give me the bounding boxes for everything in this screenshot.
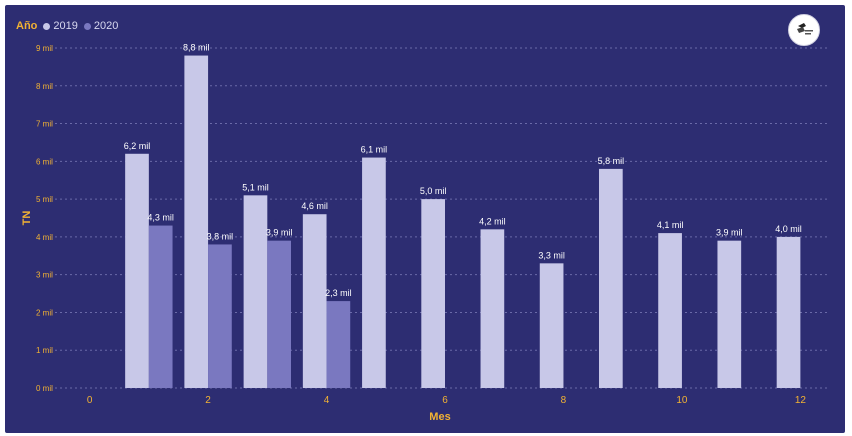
x-tick-label: 4 [324,395,330,406]
bar-2020 [267,240,291,388]
bar-2019 [421,199,445,388]
x-tick-label: 2 [205,395,211,406]
data-label: 6,1 mil [361,145,388,155]
data-label: 4,0 mil [775,224,802,234]
data-label: 4,3 mil [147,213,174,223]
y-tick-label: 1 mil [36,346,53,355]
bar-2019 [302,214,327,388]
data-label: 5,1 mil [242,182,269,192]
x-tick-label: 6 [442,395,448,406]
legend-dot-icon [83,22,91,30]
data-label: 5,0 mil [420,186,447,196]
bar-2019 [362,157,386,388]
y-tick-label: 3 mil [36,271,53,280]
y-tick-label: 7 mil [36,120,53,129]
bar-2019 [539,263,564,388]
y-tick-label: 5 mil [36,195,53,204]
legend-title: Año [16,20,38,32]
y-tick-label: 4 mil [36,233,53,242]
x-tick-label: 12 [795,395,807,406]
legend-item-2020[interactable]: 2020 [83,20,119,32]
bar-2020 [148,225,173,388]
y-tick-label: 0 mil [36,384,53,393]
bar-2019 [717,240,742,388]
bar-2019 [480,229,505,388]
legend: Año 2019 2020 [16,20,118,32]
y-tick-label: 8 mil [36,82,53,91]
data-label: 3,9 mil [266,228,293,238]
bar-2019 [776,236,801,388]
bar-2019 [599,168,623,388]
data-label: 8,8 mil [183,43,210,53]
bar-2020 [208,244,232,388]
legend-item-2019[interactable]: 2019 [43,20,78,32]
data-label: 4,1 mil [657,220,684,230]
legend-label-2020: 2020 [93,20,119,32]
y-tick-label: 2 mil [36,308,53,317]
data-label: 3,8 mil [207,231,234,241]
data-label: 4,6 mil [301,201,328,211]
data-label: 3,9 mil [716,228,743,238]
x-tick-label: 8 [561,395,567,406]
x-tick-label: 0 [87,395,93,406]
bar-2020 [326,301,351,388]
data-label: 3,3 mil [538,250,565,260]
x-tick-label: 10 [676,395,688,406]
bar-2019 [658,233,682,388]
legend-label-2019: 2019 [53,20,78,32]
data-label: 2,3 mil [325,288,352,298]
y-tick-label: 9 mil [36,44,53,53]
x-axis-label: Mes [429,411,450,423]
bar-2019 [125,153,149,388]
company-logo-icon [788,14,820,46]
data-label: 5,8 mil [598,156,625,166]
legend-dot-icon [43,22,51,30]
y-axis-label: TN [21,211,33,226]
data-label: 6,2 mil [124,141,151,151]
bar-2019 [184,55,209,389]
data-label: 4,2 mil [479,216,506,226]
bar-2019 [243,195,268,388]
y-tick-label: 6 mil [36,157,53,166]
